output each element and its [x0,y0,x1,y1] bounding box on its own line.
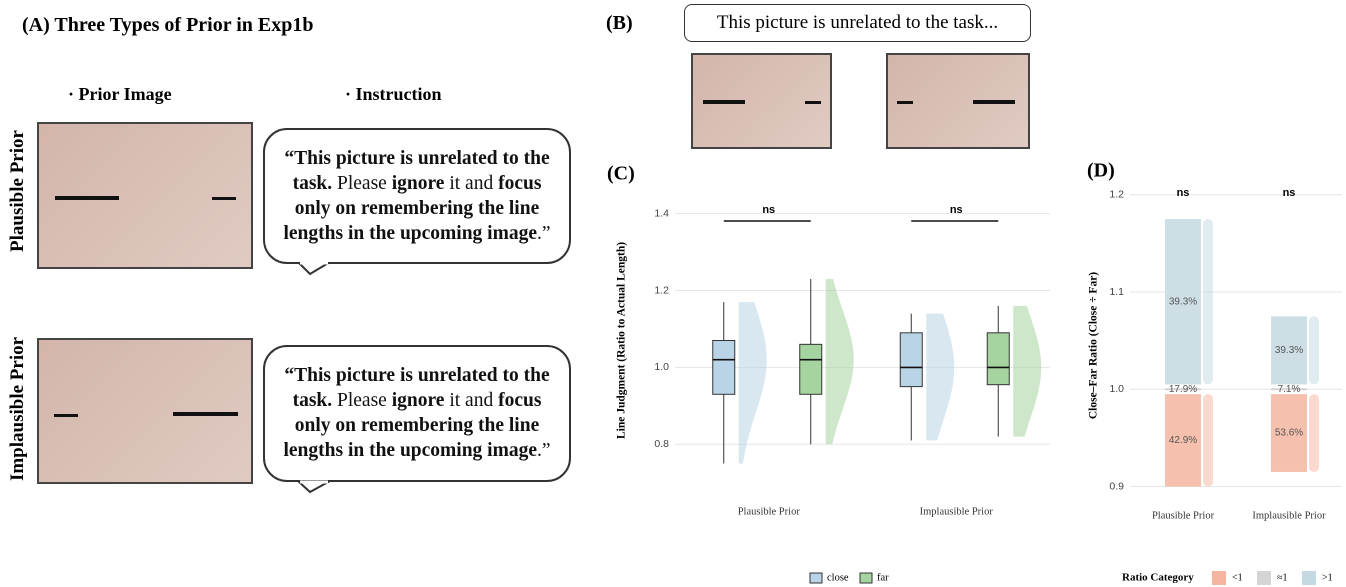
y-axis-label: Close–Far Ratio (Close ÷ Far) [1088,272,1100,419]
half-violin [1203,394,1213,486]
value-label: 42.9% [1169,435,1197,446]
legend-swatch [1212,571,1226,585]
violin [1013,306,1041,437]
panel-title: (B) [606,12,633,35]
violin [826,279,854,444]
annotation: ns [1177,187,1190,199]
y-tick-label: 1.2 [1109,189,1124,201]
value-label: 7.1% [1278,384,1301,395]
box [800,344,822,394]
chart: (C) Line Judgment (Ratio to Actual Length… [600,160,1070,587]
y-axis-label: Line Judgment (Ratio to Actual Length) [616,242,628,439]
y-tick-label: 1.4 [654,207,669,219]
half-violin [1309,316,1319,384]
half-violin [1309,394,1319,472]
value-label: 39.3% [1169,296,1197,307]
x-tick-label: Plausible Prior [1152,510,1215,521]
box [900,333,922,387]
prior-image [886,53,1030,149]
legend-title: Ratio Category [1122,572,1194,584]
annotation: ns [762,204,775,216]
legend-swatch [1257,571,1271,585]
x-tick-label: Plausible Prior [738,506,801,517]
y-tick-label: 1.1 [1109,286,1124,298]
legend-swatch [1302,571,1316,585]
y-tick-label: 1.0 [1109,383,1124,395]
short-bubble: This picture is unrelated to the task... [684,4,1031,42]
annotation: ns [950,204,963,216]
annotation: ns [1283,187,1296,199]
legend-label: >1 [1322,572,1333,583]
prior-image [691,53,832,149]
y-tick-label: 1.2 [654,284,669,296]
legend-swatch [810,573,822,583]
value-label: 17.9% [1169,384,1197,395]
panel-title: (C) [607,163,635,185]
page: (A) Three Types of Prior in Exp1b · Prio… [0,0,1346,587]
legend-label: close [827,572,849,583]
legend-label: far [877,572,889,583]
x-tick-label: Implausible Prior [920,506,994,517]
legend-label: <1 [1232,572,1243,583]
y-tick-label: 1.0 [654,361,669,373]
half-violin [1203,219,1213,384]
legend-label: ≈1 [1277,572,1288,583]
legend-swatch [860,573,872,583]
violin [926,314,954,441]
bubble-tail-mask [0,0,600,500]
panel-title: (D) [1087,160,1115,182]
value-label: 39.3% [1275,345,1303,356]
x-tick-label: Implausible Prior [1252,510,1326,521]
chart: (D) Close–Far Ratio (Close ÷ Far) 0.9 1.0 1.… [1080,160,1346,587]
y-tick-label: 0.9 [1109,480,1124,492]
value-label: 53.6% [1275,428,1303,439]
box [987,333,1009,385]
y-tick-label: 0.8 [654,438,669,450]
box [713,341,735,395]
violin [739,302,767,463]
